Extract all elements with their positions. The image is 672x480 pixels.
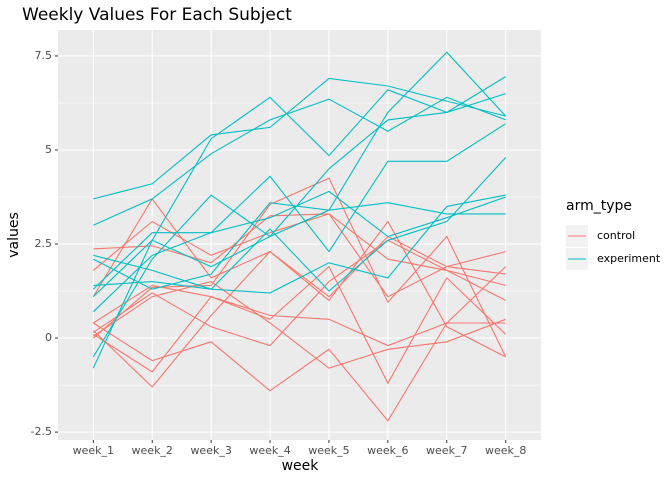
- x-tick-label: week_4: [249, 444, 290, 457]
- y-tick-label: 2.5: [35, 237, 53, 250]
- plot-panel: [58, 30, 541, 440]
- y-tick-label: 0: [45, 331, 52, 344]
- x-tick-label: week_7: [426, 444, 467, 457]
- series-line: [93, 77, 506, 200]
- x-tick-label: week_3: [190, 444, 231, 457]
- y-tick-label: 5: [45, 143, 52, 156]
- x-tick-label: week_5: [308, 444, 349, 457]
- y-tick-label: 7.5: [35, 49, 53, 62]
- series-line: [93, 96, 506, 226]
- legend-label: control: [597, 229, 635, 242]
- x-tick-label: week_8: [485, 444, 526, 457]
- x-tick-label: week_2: [132, 444, 173, 457]
- series-line: [92, 239, 506, 347]
- legend-label: experiment: [597, 252, 661, 265]
- series-line: [92, 197, 506, 298]
- x-tick-label: week_1: [73, 444, 114, 457]
- series-line: [92, 281, 506, 369]
- series-line: [92, 93, 506, 358]
- legend-title: arm_type: [566, 198, 632, 214]
- y-tick-label: -2.5: [31, 425, 52, 438]
- y-axis-title: values: [6, 212, 22, 258]
- series-line: [93, 194, 506, 294]
- series-line: [93, 51, 507, 290]
- series-line: [93, 157, 507, 292]
- series-line: [92, 123, 506, 313]
- x-tick-label: week_6: [367, 444, 408, 457]
- series-line: [92, 76, 506, 298]
- series-line: [92, 220, 506, 388]
- series-line: [93, 265, 507, 385]
- x-axis-title: week: [282, 458, 320, 474]
- series-line: [92, 202, 506, 369]
- series-line: [93, 322, 506, 422]
- chart-title: Weekly Values For Each Subject: [22, 5, 292, 25]
- series-line: [93, 266, 507, 347]
- series-line: [92, 190, 506, 290]
